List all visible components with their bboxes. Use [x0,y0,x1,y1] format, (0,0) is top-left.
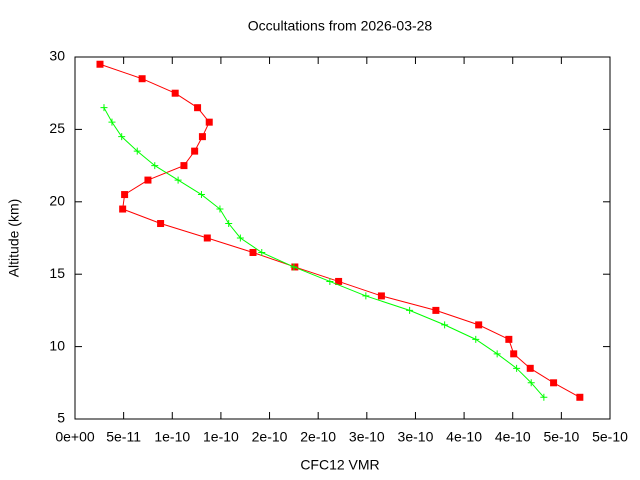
x-tick-label: 3e-10 [398,429,434,445]
point-marker [194,104,202,112]
y-tick-label: 5 [57,410,65,426]
point-marker [377,292,385,300]
point-marker [198,133,206,141]
point-marker [119,205,127,213]
x-tick-label: 5e-10 [592,429,628,445]
point-marker [191,147,199,155]
point-marker [550,379,558,387]
point-marker [121,191,129,199]
y-tick-label: 30 [49,48,65,64]
point-marker [197,191,205,199]
point-marker [249,248,257,256]
point-marker [157,220,165,228]
point-marker [505,335,513,343]
point-marker [96,60,104,68]
point-marker [144,176,152,184]
point-marker [180,162,188,170]
point-marker [472,335,480,343]
point-marker [138,75,146,83]
point-marker [513,364,521,372]
x-tick-label: 1e-10 [154,429,190,445]
point-marker [258,248,266,256]
point-marker [335,277,343,285]
point-marker [118,133,126,141]
y-axis-label: Altitude (km) [6,199,22,278]
point-marker [493,350,501,358]
point-marker [108,118,116,126]
y-tick-label: 10 [49,337,65,353]
y-tick-label: 20 [49,193,65,209]
x-tick-label: 2e-10 [252,429,288,445]
point-marker [406,306,414,314]
x-tick-label: 5e-11 [106,429,141,445]
x-tick-label: 1e-10 [203,429,239,445]
point-marker [441,321,449,329]
point-marker [326,277,334,285]
x-tick-label: 4e-10 [446,429,482,445]
point-marker [203,234,211,242]
y-tick-label: 25 [49,120,65,136]
plot-border [74,56,611,420]
point-marker [225,220,233,228]
x-tick-label: 2e-10 [300,429,336,445]
x-axis-label: CFC12 VMR [300,457,379,473]
point-marker [236,234,244,242]
x-tick-label: 5e-10 [543,429,579,445]
point-marker [174,176,182,184]
x-tick-label: 3e-10 [349,429,385,445]
point-marker [171,89,179,97]
point-marker [510,350,518,358]
x-tick-label: 4e-10 [495,429,531,445]
point-marker [475,321,483,329]
y-tick-label: 15 [49,265,65,281]
chart-title: Occultations from 2026-03-28 [248,18,433,34]
point-marker [432,306,440,314]
point-marker [100,104,108,112]
point-marker [151,162,159,170]
point-marker [133,147,141,155]
point-marker [205,118,213,126]
x-tick-label: 0e+00 [55,429,95,445]
point-marker [216,205,224,213]
point-marker [576,393,584,401]
point-marker [362,292,370,300]
point-marker [540,393,548,401]
point-marker [527,379,535,387]
point-marker [526,364,534,372]
point-marker [290,263,298,271]
